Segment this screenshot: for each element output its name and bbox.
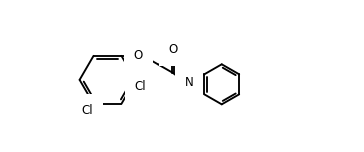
Text: Cl: Cl bbox=[134, 79, 146, 93]
Text: N: N bbox=[185, 76, 193, 88]
Text: O: O bbox=[134, 49, 143, 62]
Text: Cl: Cl bbox=[82, 104, 93, 116]
Text: O: O bbox=[168, 43, 177, 56]
